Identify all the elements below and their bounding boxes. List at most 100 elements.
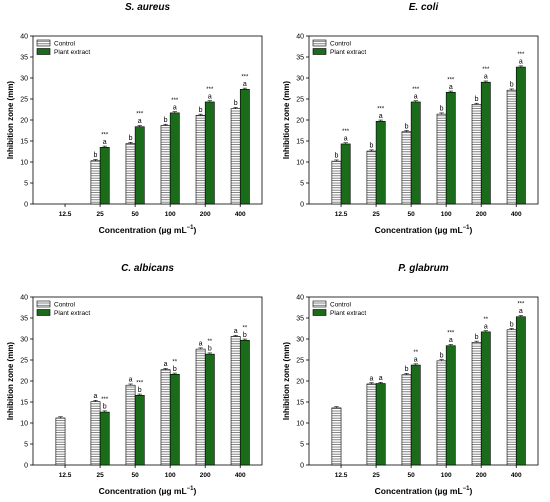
significance-letter: b	[138, 387, 142, 394]
y-axis-label: Inhibition zone (mm)	[6, 342, 15, 421]
legend-label-control: Control	[330, 302, 352, 309]
x-tick-label: 200	[476, 211, 487, 218]
y-tick-label: 25	[20, 97, 28, 104]
bar-plant-extract	[410, 364, 421, 466]
bar-plant-extract	[169, 112, 180, 205]
y-tick-label: 10	[20, 421, 28, 428]
x-axis-label: Concentration (µg mL−1)	[375, 486, 473, 496]
significance-letter: a	[449, 84, 453, 91]
significance-letter: b	[370, 143, 374, 150]
x-tick-label: 200	[476, 472, 487, 479]
y-tick-label: 30	[20, 76, 28, 83]
significance-stars: ***	[241, 74, 249, 80]
bar-control	[125, 143, 136, 205]
significance-letter: a	[519, 308, 523, 315]
legend-swatch-extract	[36, 309, 51, 316]
chart-title: E. coli	[409, 2, 439, 13]
significance-letter: b	[335, 153, 339, 160]
x-tick-label: 400	[511, 211, 522, 218]
x-axis-label-sup: −1	[463, 225, 471, 231]
bar-plant-extract	[515, 316, 526, 466]
significance-stars: **	[483, 317, 488, 323]
chart-title: P. glabrum	[398, 263, 448, 274]
bar-plant-extract	[134, 394, 145, 466]
y-tick-label: 25	[296, 358, 304, 365]
y-axis-label: Inhibition zone (mm)	[282, 81, 291, 160]
y-tick-label: 0	[24, 463, 28, 470]
bar-plant-extract	[480, 331, 491, 466]
x-axis-label-text: Concentration (µg mL	[99, 486, 187, 496]
y-tick-label: 35	[20, 55, 28, 62]
significance-letter: a	[94, 393, 98, 400]
bar-control	[90, 401, 101, 466]
significance-letter: b	[94, 152, 98, 159]
y-tick-label: 20	[20, 118, 28, 125]
bar-plant-extract	[340, 143, 351, 205]
y-tick-label: 10	[296, 160, 304, 167]
significance-letter: b	[510, 321, 514, 328]
x-axis-label: Concentration (µg mL−1)	[99, 225, 197, 235]
significance-letter: a	[519, 59, 523, 66]
legend-label-extract: Plant extract	[54, 49, 90, 56]
significance-letter: a	[449, 337, 453, 344]
chart-panel-4: P. glabrum 0 5 10 15 20 25 30 35 40 Inhibition zon…	[282, 263, 539, 496]
x-tick-label: 12.5	[335, 472, 348, 479]
significance-letter: a	[379, 113, 383, 120]
y-tick-label: 40	[296, 34, 304, 41]
x-tick-label: 12.5	[59, 211, 72, 218]
significance-letter: a	[414, 357, 418, 364]
significance-stars: ***	[377, 106, 385, 112]
y-tick-label: 40	[20, 295, 28, 302]
x-axis-label-end: )	[470, 486, 473, 496]
chart-title: S. aureus	[125, 2, 170, 13]
legend-label-extract: Plant extract	[54, 310, 90, 317]
legend-swatch-control	[312, 39, 327, 47]
y-tick-label: 15	[296, 400, 304, 407]
x-tick-label: 200	[200, 472, 211, 479]
significance-letter: b	[405, 366, 409, 373]
bar-control	[401, 131, 412, 205]
legend-swatch-extract	[312, 309, 327, 316]
y-tick-label: 30	[296, 76, 304, 83]
x-axis-label-text: Concentration (µg mL	[375, 486, 463, 496]
legend-label-control: Control	[54, 302, 76, 309]
bar-control	[331, 160, 342, 205]
significance-letter: a	[484, 323, 488, 330]
bar-control	[436, 113, 447, 205]
y-tick-label: 5	[24, 181, 28, 188]
y-tick-label: 10	[296, 421, 304, 428]
bar-control	[90, 160, 101, 205]
significance-letter: a	[129, 377, 133, 384]
bar-plant-extract	[134, 126, 145, 205]
x-tick-label: 50	[132, 211, 140, 218]
y-axis-label: Inhibition zone (mm)	[282, 342, 291, 421]
significance-letter: a	[484, 74, 488, 81]
x-tick-label: 100	[165, 211, 176, 218]
bar-control	[471, 104, 482, 205]
significance-letter: a	[379, 375, 383, 382]
bar-plant-extract	[480, 81, 491, 205]
plot-frame	[308, 296, 539, 466]
legend-swatch-control	[312, 300, 327, 308]
bar-plant-extract	[515, 66, 526, 205]
y-tick-label: 25	[296, 97, 304, 104]
y-tick-label: 30	[296, 337, 304, 344]
bar-plant-extract	[169, 373, 180, 466]
x-axis-label-sup: −1	[187, 225, 195, 231]
bar-control	[471, 342, 482, 466]
significance-stars: ***	[447, 331, 455, 337]
legend-swatch-extract	[312, 48, 327, 55]
significance-letter: b	[208, 346, 212, 353]
x-tick-label: 400	[235, 211, 246, 218]
significance-stars: ***	[101, 397, 109, 403]
significance-letter: b	[164, 117, 168, 124]
significance-letter: b	[243, 332, 247, 339]
chart-panel-3: C. albicans 0 5 10 15 20 25 30 35 40 Inhibition zo…	[6, 263, 263, 496]
x-tick-label: 25	[372, 211, 380, 218]
significance-stars: ***	[171, 98, 179, 104]
significance-stars: **	[207, 339, 212, 345]
y-tick-label: 10	[20, 160, 28, 167]
significance-letter: b	[440, 352, 444, 359]
y-tick-label: 40	[296, 295, 304, 302]
chart-title: C. albicans	[121, 263, 174, 274]
